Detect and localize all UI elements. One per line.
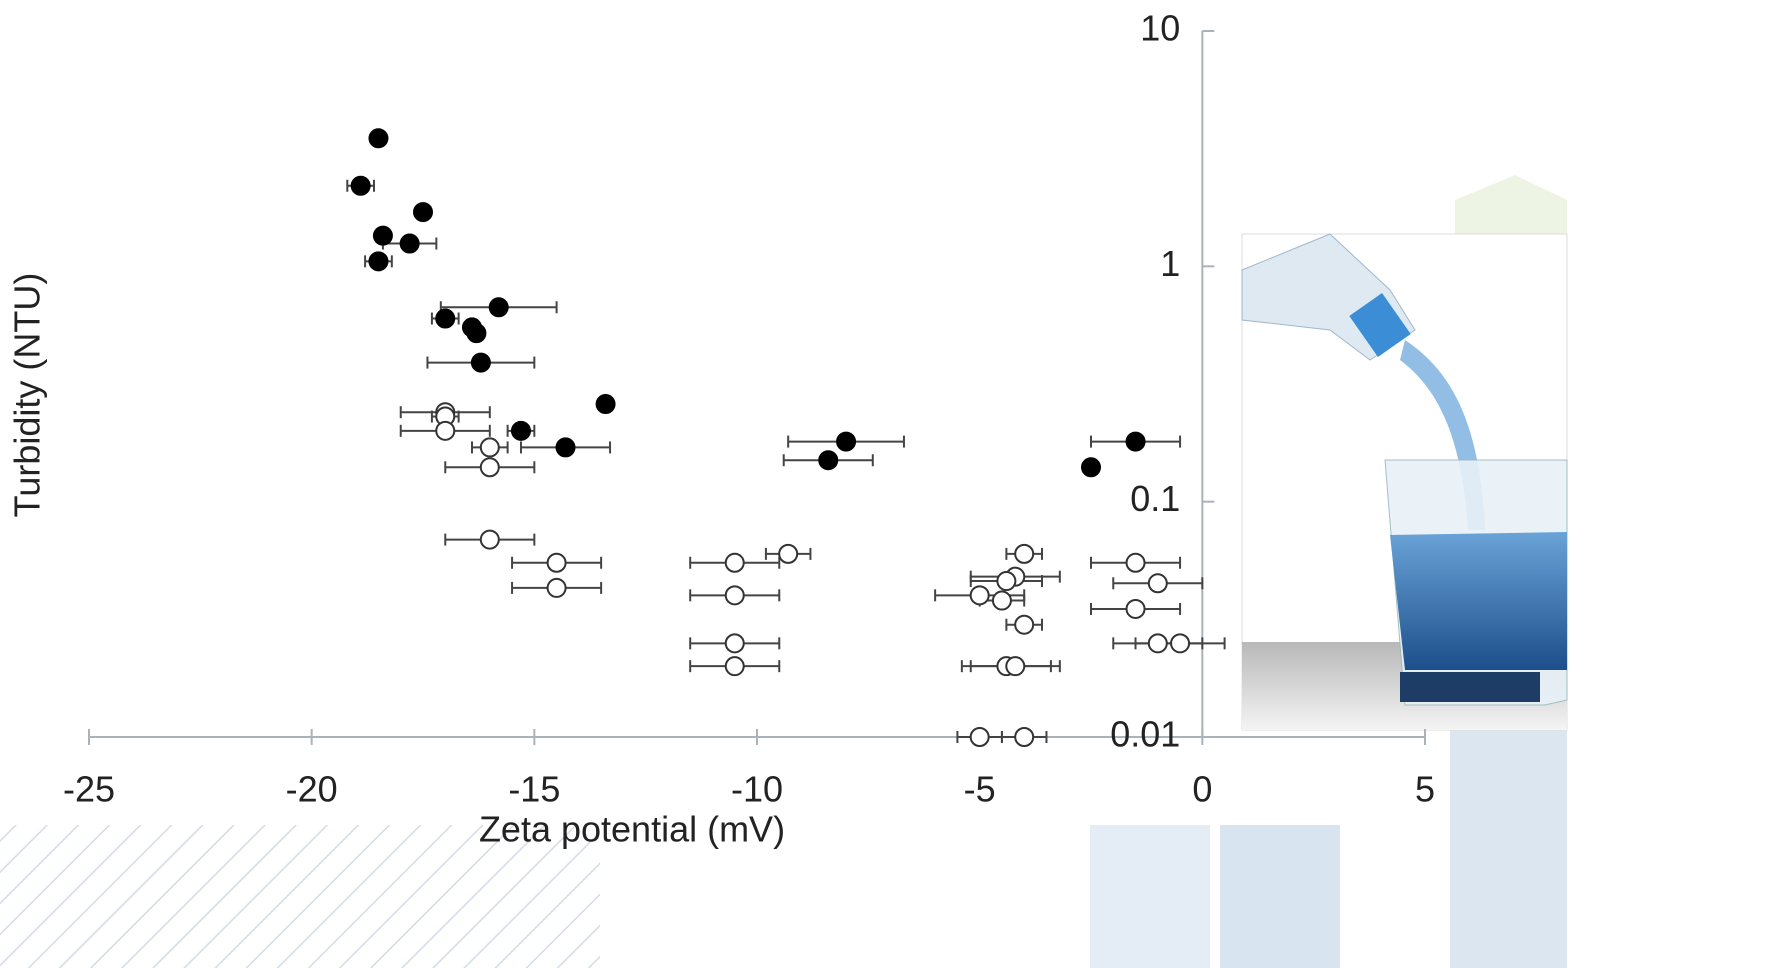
- point: [1147, 633, 1168, 654]
- point: [470, 352, 491, 373]
- point: [368, 128, 389, 149]
- point: [435, 308, 456, 329]
- point: [1170, 633, 1191, 654]
- point: [368, 251, 389, 272]
- point: [1014, 614, 1035, 635]
- point: [479, 457, 500, 478]
- point: [991, 590, 1012, 611]
- point: [1147, 573, 1168, 594]
- y-tick-label: 10: [1140, 8, 1180, 49]
- point: [1125, 598, 1146, 619]
- x-tick-label: -15: [508, 769, 560, 810]
- point: [479, 437, 500, 458]
- y-axis-label: Turbidity (NTU): [7, 273, 48, 518]
- x-axis-label: Zeta potential (mV): [479, 809, 785, 850]
- point: [546, 577, 567, 598]
- point: [724, 552, 745, 573]
- point: [724, 585, 745, 606]
- point: [1125, 431, 1146, 452]
- point: [969, 585, 990, 606]
- point: [510, 420, 531, 441]
- point: [1014, 543, 1035, 564]
- y-tick-label: 1: [1160, 243, 1180, 284]
- x-tick-label: -5: [964, 769, 996, 810]
- point: [435, 420, 456, 441]
- point: [724, 633, 745, 654]
- point: [818, 450, 839, 471]
- point: [1081, 457, 1101, 478]
- point: [1005, 656, 1026, 677]
- point: [595, 394, 616, 415]
- point: [555, 437, 576, 458]
- x-tick-label: 5: [1415, 769, 1435, 810]
- y-tick-label: 0.1: [1130, 478, 1180, 519]
- x-tick-label: -25: [63, 769, 115, 810]
- point: [399, 233, 420, 254]
- y-tick-label: 0.01: [1110, 714, 1180, 755]
- point: [778, 543, 799, 564]
- point: [969, 727, 990, 747]
- decoration: [0, 175, 1568, 968]
- point: [372, 225, 393, 246]
- point: [413, 202, 433, 223]
- point: [836, 431, 857, 452]
- x-tick-label: -20: [286, 769, 338, 810]
- point: [1125, 552, 1146, 573]
- point: [1014, 727, 1035, 747]
- point: [724, 656, 745, 677]
- point: [466, 323, 487, 344]
- point: [546, 552, 567, 573]
- x-tick-label: 0: [1192, 769, 1212, 810]
- point: [996, 571, 1017, 592]
- x-tick-label: -10: [731, 769, 783, 810]
- point: [350, 175, 371, 196]
- point: [479, 529, 500, 550]
- point: [488, 297, 509, 318]
